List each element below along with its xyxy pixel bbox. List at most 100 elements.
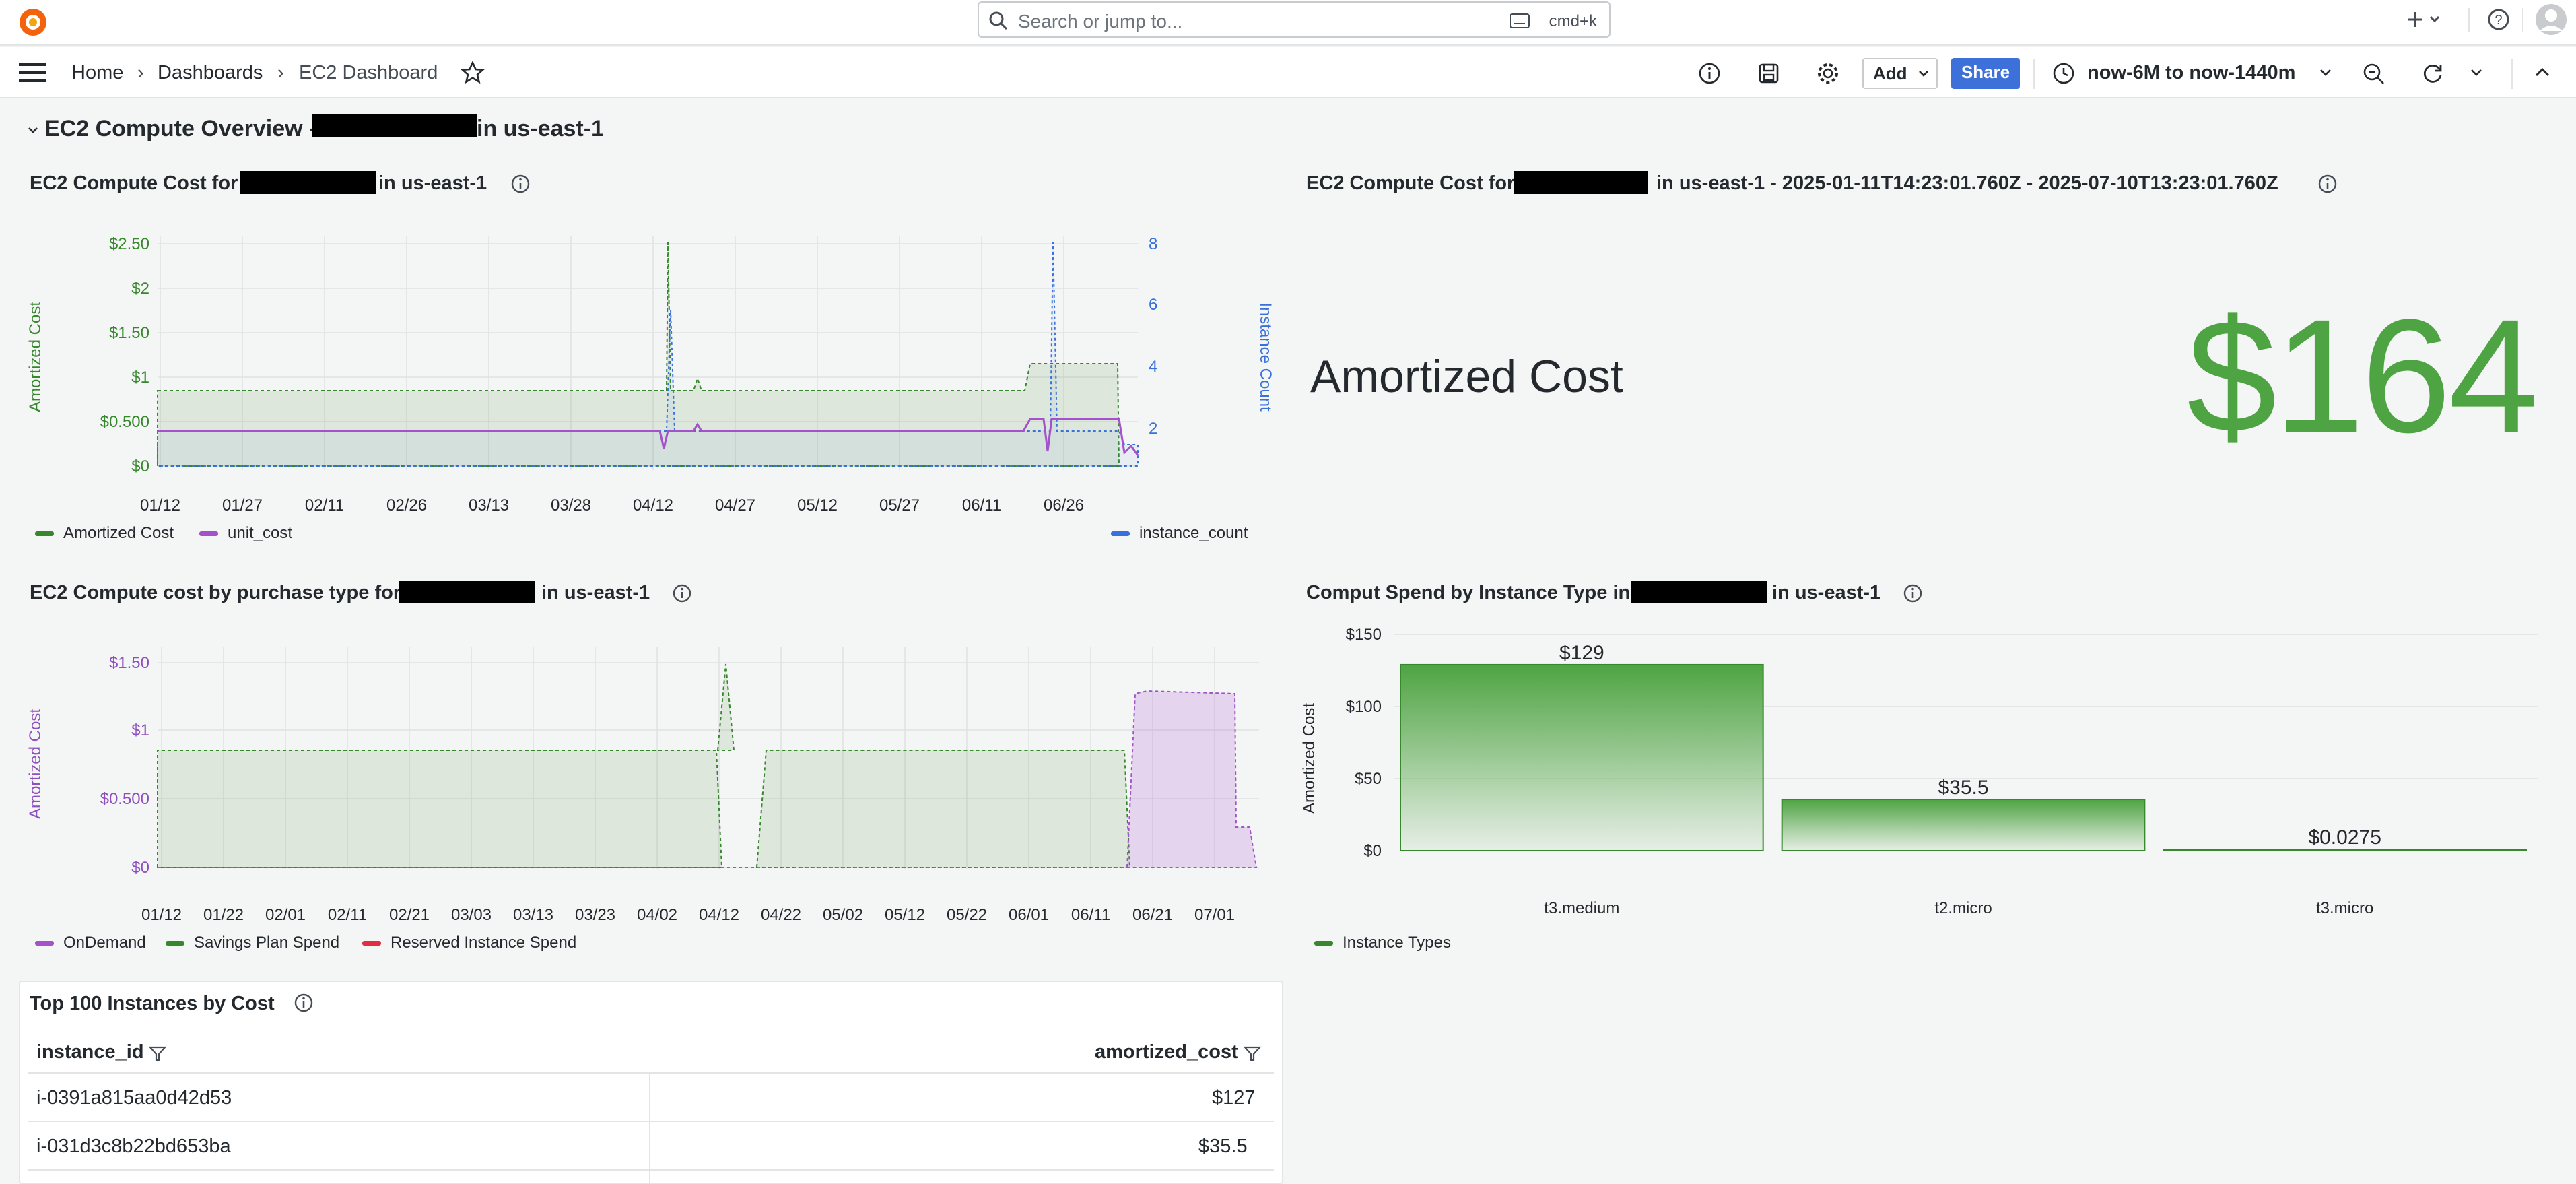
time-range-chevron-icon[interactable]: [2319, 67, 2332, 78]
refresh-interval-chevron-icon[interactable]: [2470, 67, 2483, 78]
row-collapse-chevron-icon[interactable]: [27, 125, 39, 135]
divider: [2033, 59, 2035, 89]
y2-tick: 4: [1149, 358, 1157, 376]
panel1-x-axis: 01/12 01/27 02/11 02/26 03/13 03/28 04/1…: [140, 496, 1084, 512]
search-placeholder: Search or jump to...: [1018, 11, 1183, 32]
legend-item-amortized-cost[interactable]: Amortized Cost: [35, 524, 174, 543]
add-button-label: Add: [1873, 63, 1907, 84]
panel1-y-axis-right: 8 6 4 2: [1149, 235, 1157, 438]
y-tick: $0.500: [100, 790, 149, 808]
chevron-down-icon: [1919, 71, 1928, 77]
x-tick: 06/11: [962, 496, 1001, 512]
x-tick: 04/02: [637, 906, 677, 924]
panel2-title[interactable]: EC2 Compute Cost for: [1306, 172, 1515, 194]
x-tick: 03/13: [513, 906, 553, 924]
x-tick: 01/12: [140, 496, 180, 512]
refresh-icon[interactable]: [2420, 61, 2445, 86]
x-tick: t3.medium: [1544, 899, 1619, 917]
star-icon[interactable]: [461, 61, 485, 85]
column-header-instance-id[interactable]: instance_id: [36, 1041, 144, 1063]
filter-icon[interactable]: [148, 1045, 167, 1063]
x-tick: 04/22: [761, 906, 801, 924]
share-button[interactable]: Share: [1951, 58, 2020, 89]
row-title[interactable]: EC2 Compute Overview -: [44, 116, 317, 141]
dashboard-info-icon[interactable]: [1698, 62, 1721, 85]
y-tick: $1: [131, 721, 149, 739]
legend-item-unit-cost[interactable]: unit_cost: [199, 524, 292, 543]
chevron-up-icon[interactable]: [2534, 66, 2550, 78]
bar-value-label: $0.0275: [2308, 826, 2381, 849]
avatar[interactable]: [2534, 3, 2568, 36]
legend-item-ondemand[interactable]: OnDemand: [35, 933, 146, 952]
panel3-title[interactable]: EC2 Compute cost by purchase type for: [30, 582, 401, 603]
zoom-out-icon[interactable]: [2362, 62, 2386, 86]
breadcrumb-separator: ›: [137, 62, 144, 84]
x-tick: 05/22: [947, 906, 987, 924]
bar-t3-medium[interactable]: [1400, 663, 1764, 851]
x-tick: 04/12: [633, 496, 673, 512]
breadcrumb-dashboards[interactable]: Dashboards: [158, 62, 263, 84]
redacted-account-name: [1631, 581, 1767, 603]
legend-item-instance-count[interactable]: instance_count: [1111, 524, 1248, 543]
keyboard-icon: [1510, 13, 1530, 28]
x-tick: 03/28: [551, 496, 591, 512]
time-range-picker[interactable]: now-6M to now-1440m: [2087, 62, 2296, 84]
x-tick: t3.micro: [2316, 899, 2373, 917]
y-tick: $1.50: [109, 324, 149, 342]
bar-value-label: $35.5: [1938, 777, 1988, 799]
x-tick: 01/22: [203, 906, 244, 924]
legend-item-reserved-instance[interactable]: Reserved Instance Spend: [362, 933, 576, 952]
stat-value: $164: [2187, 286, 2538, 466]
panel-info-icon[interactable]: [510, 174, 531, 194]
divider: [2511, 59, 2513, 89]
x-tick: 02/11: [328, 906, 367, 924]
menu-icon[interactable]: [18, 62, 47, 84]
panel4-bars: $129 t3.medium $35.5 t2.micro $0.0275 t3.micr…: [1400, 642, 2528, 917]
panel-info-icon[interactable]: [1903, 583, 1923, 603]
x-tick: 02/26: [386, 496, 427, 512]
grafana-logo-icon[interactable]: [15, 4, 51, 40]
add-button[interactable]: Add: [1862, 58, 1938, 89]
y-tick: $1: [131, 368, 149, 387]
search-input[interactable]: Search or jump to... cmd+k: [978, 1, 1611, 38]
panel1-timeseries-chart[interactable]: $2.50 $2 $1.50 $1 $0.500 $0 8 6 4 2 01/1…: [20, 229, 1286, 512]
breadcrumb-current: EC2 Dashboard: [299, 62, 438, 84]
panel4-bar-chart[interactable]: $150 $100 $50 $0 Amortized Cost $129 t3.m…: [1299, 613, 2565, 923]
y2-tick: 2: [1149, 420, 1157, 438]
filter-icon[interactable]: [1243, 1045, 1262, 1063]
y-tick: $150: [1346, 626, 1382, 644]
legend-item-savings-plan[interactable]: Savings Plan Spend: [166, 933, 339, 952]
panel4-title[interactable]: Comput Spend by Instance Type in: [1306, 582, 1631, 603]
column-header-amortized-cost[interactable]: amortized_cost: [1095, 1041, 1238, 1063]
bar-t3-micro[interactable]: [2163, 849, 2528, 851]
table-cell-amortized-cost: $127: [1212, 1087, 1256, 1109]
panel-info-icon[interactable]: [672, 583, 692, 603]
y-tick: $0: [131, 859, 149, 877]
bar-value-label: $129: [1559, 642, 1604, 664]
x-tick: 04/12: [699, 906, 739, 924]
x-tick: 03/13: [469, 496, 509, 512]
bar-t2-micro[interactable]: [1781, 799, 2146, 851]
panel-info-icon[interactable]: [294, 993, 314, 1013]
share-button-label: Share: [1961, 62, 2010, 82]
gear-icon[interactable]: [1815, 61, 1841, 86]
legend-item-instance-types[interactable]: Instance Types: [1314, 933, 1451, 952]
x-tick: 03/23: [575, 906, 615, 924]
search-icon: [989, 11, 1008, 30]
series-instance-count: [157, 242, 1139, 467]
panel2-title-suffix: in us-east-1 - 2025-01-11T14:23:01.760Z …: [1656, 172, 2278, 194]
panel3-timeseries-chart[interactable]: $1.50 $1 $0.500 $0 01/12 01/22 02/01 02/…: [20, 640, 1286, 925]
help-icon[interactable]: ?: [2487, 8, 2510, 31]
panel-info-icon[interactable]: [2317, 174, 2338, 194]
table-title[interactable]: Top 100 Instances by Cost: [30, 993, 275, 1014]
new-plus-dropdown-icon[interactable]: [2405, 9, 2445, 30]
save-icon[interactable]: [1757, 62, 1780, 85]
divider: [2522, 8, 2523, 32]
x-tick: t2.micro: [1934, 899, 1992, 917]
breadcrumb-home[interactable]: Home: [71, 62, 124, 84]
y-tick: $0: [131, 457, 149, 475]
panel1-title[interactable]: EC2 Compute Cost for: [30, 172, 238, 194]
x-tick: 01/12: [141, 906, 182, 924]
y2-tick: 8: [1149, 235, 1157, 253]
x-tick: 05/12: [885, 906, 925, 924]
